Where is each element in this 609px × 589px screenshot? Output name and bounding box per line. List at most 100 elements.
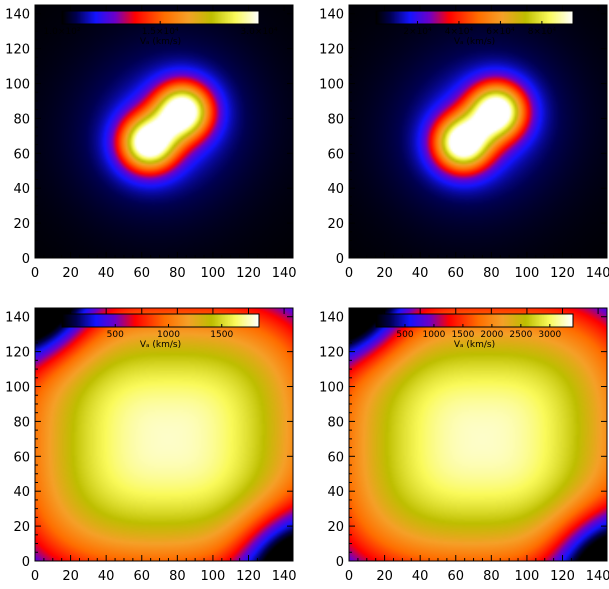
x-tick-label: 40 [98, 569, 115, 584]
plot-frame [348, 4, 608, 259]
colorbar-tick-label: 2500 [509, 330, 532, 340]
x-tick-label: 100 [515, 569, 540, 584]
colorbar-tick-label: 3000 [538, 330, 561, 340]
x-tick-label: 20 [62, 266, 79, 281]
y-tick-label: 20 [13, 217, 30, 232]
colorbar-title: Vₐ (km/s) [454, 340, 495, 350]
y-tick-label: 0 [22, 555, 30, 570]
colorbar-tick-label: 8×10⁴ [528, 27, 557, 37]
colorbar-frame [375, 10, 574, 25]
x-tick-label: 0 [31, 266, 39, 281]
colorbar: 2×10⁴ 4×10⁴ 6×10⁴ 8×10⁴ Vₐ (km/s) [375, 10, 574, 47]
y-tick-label: 40 [13, 182, 30, 197]
y-tick-label: 60 [327, 147, 344, 162]
x-tick-label: 80 [483, 266, 500, 281]
x-tick-label: 140 [586, 266, 609, 281]
x-tick-label: 120 [236, 266, 261, 281]
x-tick-label: 60 [133, 266, 150, 281]
panel-bottom-left: 0 20 40 60 80 100 120 140 0 20 40 60 80 100 120 140 500 1… [5, 307, 297, 584]
x-tick-label: 40 [412, 266, 429, 281]
x-tick-label: 80 [169, 266, 186, 281]
x-tick-label: 0 [345, 569, 353, 584]
y-tick-label: 80 [327, 415, 344, 430]
colorbar-tick-label: 2×10⁴ [403, 27, 432, 37]
colorbar-title: Vₐ (km/s) [140, 37, 181, 47]
y-tick-label: 40 [327, 485, 344, 500]
colorbar: 1.0×10² 1.5×10⁴ 3.0×10⁴ Vₐ (km/s) [44, 10, 278, 47]
x-tick-label: 100 [201, 266, 226, 281]
colorbar-frame [375, 313, 574, 328]
panel-bottom-right: 0 20 40 60 80 100 120 140 0 20 40 60 80 100 120 140 500 1… [319, 307, 609, 584]
x-tick-label: 0 [345, 266, 353, 281]
x-tick-label: 60 [133, 569, 150, 584]
x-tick-label: 20 [62, 569, 79, 584]
y-tick-label: 20 [13, 520, 30, 535]
y-tick-label: 120 [319, 346, 344, 361]
x-tick-label: 120 [236, 569, 261, 584]
x-tick-label: 100 [201, 569, 226, 584]
x-tick-label: 80 [483, 569, 500, 584]
colorbar-tick-label: 1000 [422, 330, 445, 340]
y-tick-label: 100 [319, 78, 344, 93]
colorbar-title: Vₐ (km/s) [454, 37, 495, 47]
x-tick-label: 140 [272, 266, 297, 281]
y-tick-label: 60 [13, 147, 30, 162]
x-tick-label: 40 [412, 569, 429, 584]
y-tick-label: 60 [327, 450, 344, 465]
y-tick-label: 100 [5, 381, 30, 396]
colorbar-tick-label: 1.0×10² [44, 27, 81, 37]
colorbar-tick-label: 500 [107, 330, 124, 340]
y-tick-label: 140 [5, 8, 30, 23]
y-tick-label: 20 [327, 217, 344, 232]
y-tick-label: 0 [22, 252, 30, 267]
y-tick-label: 0 [336, 555, 344, 570]
colorbar-gradient [376, 11, 573, 24]
colorbar-tick-label: 1.5×10⁴ [142, 27, 179, 37]
colorbar-tick-label: 4×10⁴ [445, 27, 474, 37]
x-tick-label: 0 [31, 569, 39, 584]
y-tick-label: 140 [319, 8, 344, 23]
heatmap-field [35, 5, 293, 258]
heatmap-field [349, 5, 607, 258]
colorbar-gradient [376, 314, 573, 327]
colorbar: 500 1000 1500 2000 2500 3000 Vₐ (km/s) [375, 313, 574, 350]
y-tick-label: 40 [13, 485, 30, 500]
y-tick-label: 100 [5, 78, 30, 93]
colorbar-gradient [62, 11, 259, 24]
y-tick-label: 80 [327, 112, 344, 127]
y-tick-label: 0 [336, 252, 344, 267]
panel-top-right: 0 20 40 60 80 100 120 140 0 20 40 60 80 100 120 140 2×10… [319, 4, 609, 281]
plot-frame [34, 4, 294, 259]
heatmap-field [349, 308, 607, 561]
colorbar-tick-label: 500 [396, 330, 413, 340]
y-tick-label: 120 [5, 346, 30, 361]
x-tick-label: 140 [272, 569, 297, 584]
x-tick-label: 20 [376, 569, 393, 584]
x-tick-label: 40 [98, 266, 115, 281]
colorbar-tick-label: 1000 [157, 330, 180, 340]
y-tick-label: 140 [319, 311, 344, 326]
y-tick-label: 20 [327, 520, 344, 535]
colorbar-tick-label: 2000 [480, 330, 503, 340]
colorbar-tick-label: 3.0×10⁴ [241, 27, 278, 37]
y-tick-label: 60 [13, 450, 30, 465]
colorbar-tick-label: 1500 [451, 330, 474, 340]
y-tick-label: 120 [319, 43, 344, 58]
heatmap-field [35, 308, 293, 561]
colorbar-title: Vₐ (km/s) [140, 340, 181, 350]
colorbar-tick-label: 1500 [210, 330, 233, 340]
y-tick-label: 80 [13, 415, 30, 430]
x-tick-label: 20 [376, 266, 393, 281]
x-tick-label: 80 [169, 569, 186, 584]
colorbar-gradient [62, 314, 259, 327]
x-tick-label: 120 [550, 266, 575, 281]
y-tick-label: 80 [13, 112, 30, 127]
y-tick-label: 120 [5, 43, 30, 58]
colorbar-frame [61, 313, 260, 328]
colorbar: 500 1000 1500 Vₐ (km/s) [61, 313, 260, 350]
x-tick-label: 120 [550, 569, 575, 584]
panel-top-left: 0 20 40 60 80 100 120 140 0 20 40 60 80 100 120 140 1.0×… [5, 4, 297, 281]
colorbar-tick-label: 6×10⁴ [486, 27, 515, 37]
plot-frame [34, 307, 294, 562]
